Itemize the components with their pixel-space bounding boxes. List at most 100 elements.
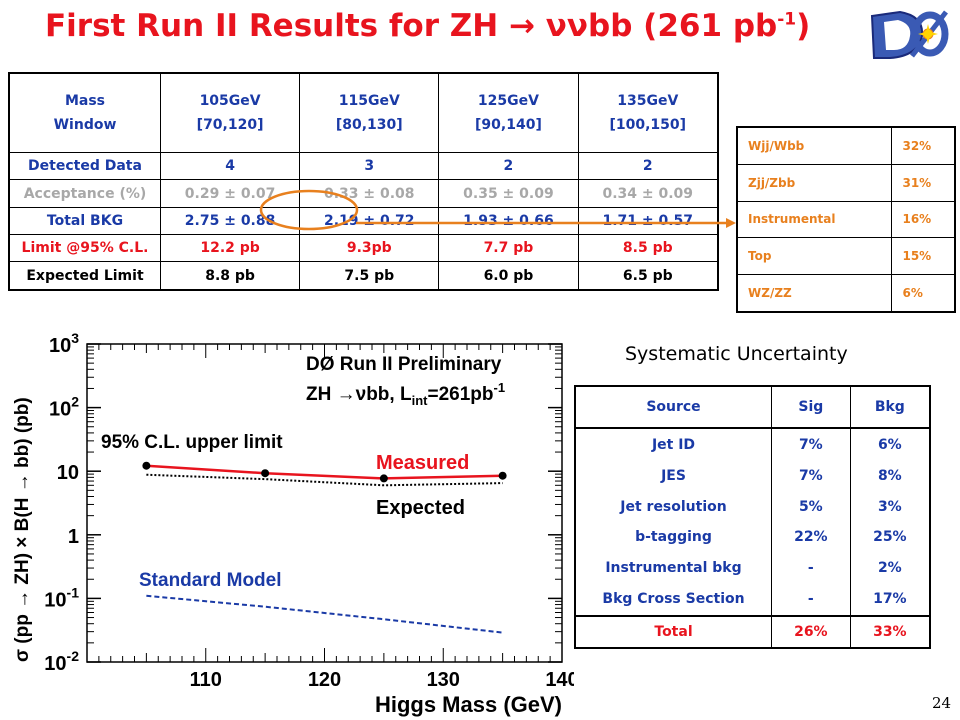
- bkg-value-cell: 31%: [891, 164, 956, 202]
- results-cell: 6.0 pb: [438, 261, 579, 291]
- series-point: [142, 461, 151, 470]
- systematics-cell: 2%: [849, 552, 930, 584]
- y-axis-label: σ (pp → ZH) × B(H → bb) (pb): [12, 397, 33, 662]
- bkg-systematics-table: Wjj/Wbb 32% Zjj/Zbb 31% Instrumental 16% To…: [736, 126, 956, 313]
- slide-title: First Run II Results for ZH → ννbb (261 …: [45, 8, 895, 44]
- y-tick-label: 10-1: [44, 584, 79, 611]
- callout-arrow-head: [726, 218, 736, 228]
- systematics-row: Jet ID 7% 6%: [575, 428, 930, 461]
- systematics-row: JES 7% 8%: [575, 460, 930, 492]
- results-cell: 9.3pb: [299, 233, 440, 263]
- systematics-table: Source Sig Bkg Jet ID 7% 6% JES 7% 8% Jet re…: [574, 385, 931, 649]
- results-row-acceptance: Acceptance (%) 0.29 ± 0.07 0.33 ± 0.08 0…: [8, 179, 719, 208]
- results-cell: 0.34 ± 0.09: [577, 179, 719, 208]
- x-tick-label: 120: [308, 669, 341, 691]
- systematics-cell: Bkg Cross Section: [602, 591, 745, 608]
- series-point: [261, 469, 270, 478]
- results-header-cell: 125GeV [90,140]: [438, 72, 579, 154]
- series-line-expected: [146, 473, 503, 487]
- systematics-cell: 7%: [771, 428, 851, 461]
- systematics-row: Instrumental bkg -2%: [575, 552, 930, 584]
- bkg-source-cell: WZ/ZZ: [736, 273, 893, 313]
- results-table: Mass Window 105GeV [70,120] 115GeV [80,130]…: [8, 72, 719, 291]
- results-cell: 8.8 pb: [159, 261, 301, 291]
- bkg-source-cell: Wjj/Wbb: [736, 126, 893, 166]
- results-cell: 8.5 pb: [577, 233, 719, 263]
- systematics-total-cell: 26%: [771, 615, 851, 648]
- bkg-systematics-row: Top 15%: [736, 237, 956, 275]
- results-cell: 3: [299, 152, 440, 181]
- results-row-expected: Expected Limit 8.8 pb 7.5 pb 6.0 pb 6.5 …: [8, 261, 719, 291]
- systematics-row: Bkg Cross Section -17%: [575, 583, 930, 616]
- bkg-systematics-row: Zjj/Zbb 31%: [736, 164, 956, 202]
- page-number: 24: [932, 694, 952, 712]
- plot-annotation: 95% C.L. upper limit: [101, 432, 283, 453]
- title-main: First Run II Results for ZH → ννbb (261 …: [45, 8, 778, 44]
- bkg-value-cell: 15%: [891, 237, 956, 275]
- systematics-cell: 17%: [849, 583, 930, 616]
- results-cell: 1.71 ± 0.57: [577, 206, 719, 236]
- results-row-total-bkg: Total BKG 2.75 ± 0.88 2.19 ± 0.72 1.93 ±…: [8, 206, 719, 236]
- systematics-cell: 7%: [771, 460, 851, 492]
- systematics-cell: Jet ID: [651, 436, 696, 453]
- systematics-cell: JES: [661, 467, 686, 484]
- series-point: [498, 471, 507, 480]
- systematics-total-cell: Total: [575, 615, 772, 648]
- series-point: [379, 474, 388, 483]
- results-cell: 0.35 ± 0.09: [438, 179, 579, 208]
- results-cell: 6.5 pb: [577, 261, 719, 291]
- bkg-source-cell: Top: [736, 237, 893, 275]
- results-cell: 2: [577, 152, 719, 181]
- series-line-standard-model: [146, 594, 503, 634]
- systematics-cell: 8%: [849, 460, 930, 492]
- results-cell: 2.75 ± 0.88: [159, 206, 301, 236]
- systematics-header-cell: Sig: [771, 386, 851, 429]
- y-tick-labels: 103 102 10-1 10-2 10 1: [44, 330, 79, 675]
- legend-measured: Measured: [376, 452, 469, 474]
- results-cell: 0.33 ± 0.08: [299, 179, 440, 208]
- results-cell: 7.5 pb: [299, 261, 440, 291]
- x-axis-label: Higgs Mass (GeV): [375, 692, 562, 717]
- systematics-header-cell: Bkg: [849, 386, 930, 429]
- systematics-cell: 25%: [849, 521, 930, 553]
- axis-ticks: [86, 343, 563, 663]
- bkg-value-cell: 16%: [891, 200, 956, 239]
- systematics-cell: 5%: [771, 491, 851, 522]
- results-row-limit: Limit @95% C.L. 12.2 pb 9.3pb 7.7 pb 8.5…: [8, 233, 719, 263]
- title-close: ): [796, 8, 811, 44]
- systematics-cell: -: [771, 583, 851, 616]
- limit-plot: 103 102 10-1 10-2 10 1 110 120 130 140 DØ Run II…: [12, 330, 574, 717]
- plot-series: [142, 461, 507, 634]
- systematics-title: Systematic Uncertainty: [625, 343, 848, 365]
- results-cell: 4: [159, 152, 301, 181]
- bkg-value-cell: 6%: [891, 273, 956, 313]
- systematics-cell: b-tagging: [635, 529, 712, 546]
- results-cell: 2.19 ± 0.72: [299, 206, 440, 236]
- x-tick-label: 130: [427, 669, 460, 691]
- bkg-systematics-row: WZ/ZZ 6%: [736, 273, 956, 313]
- results-cell: 2: [438, 152, 579, 181]
- results-cell: Expected Limit: [8, 261, 161, 291]
- plot-title: DØ Run II Preliminary: [306, 354, 502, 375]
- systematics-header-cell: Source: [575, 386, 772, 429]
- bkg-source-cell: Zjj/Zbb: [736, 164, 893, 202]
- results-cell: Acceptance (%): [8, 179, 161, 208]
- systematics-header-row: Source Sig Bkg: [575, 386, 930, 429]
- results-header-row: Mass Window 105GeV [70,120] 115GeV [80,130]…: [8, 72, 719, 154]
- systematics-cell: 3%: [849, 491, 930, 522]
- results-cell: 7.7 pb: [438, 233, 579, 263]
- systematics-row: Jet resolution 5% 3%: [575, 491, 930, 522]
- y-tick-label: 10: [57, 462, 79, 484]
- y-tick-label: 103: [49, 330, 79, 357]
- results-header-cell: 115GeV [80,130]: [299, 72, 440, 154]
- results-cell: 0.29 ± 0.07: [159, 179, 301, 208]
- bkg-value-cell: 32%: [891, 126, 956, 166]
- legend-expected: Expected: [376, 497, 465, 519]
- systematics-cell: 22%: [771, 521, 851, 553]
- results-header-cell: 135GeV [100,150]: [577, 72, 719, 154]
- series-line-measured: [146, 464, 503, 480]
- results-header-cell: 105GeV [70,120]: [159, 72, 301, 154]
- results-row-detected: Detected Data 4 3 2 2: [8, 152, 719, 181]
- systematics-total-cell: 33%: [849, 615, 930, 648]
- systematics-row: b-tagging 22% 25%: [575, 521, 930, 553]
